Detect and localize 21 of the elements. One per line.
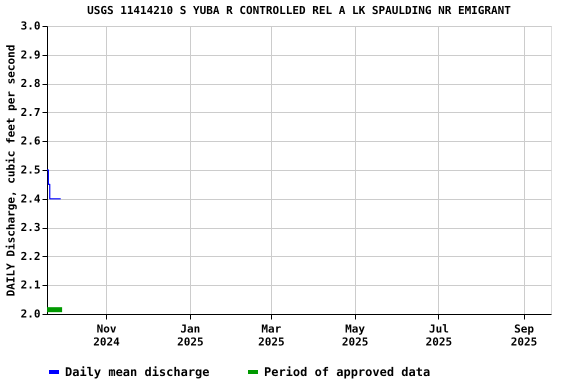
y-axis-title: DAILY Discharge, cubic feet per second: [4, 44, 18, 296]
y-tick-label: 2.6: [20, 134, 41, 148]
y-tick-label: 2.2: [20, 250, 40, 263]
legend-label: Period of approved data: [264, 365, 430, 379]
legend-label: Daily mean discharge: [65, 365, 210, 379]
x-tick-label: Jul 2025: [426, 322, 452, 348]
x-tick-label: Jan 2025: [177, 322, 204, 348]
y-tick-label: 2.5: [20, 164, 40, 176]
y-tick-label: 2.4: [20, 192, 41, 206]
x-tick-label: May 2025: [342, 322, 368, 348]
x-tick-label: Nov 2024: [93, 322, 120, 348]
x-tick-label: Mar 2025: [258, 322, 285, 348]
y-tick-label: 2.1: [20, 278, 41, 292]
x-tick-label: Sep 2025: [510, 322, 538, 348]
y-tick-label: 2.3: [20, 221, 40, 234]
y-tick-label: 2.7: [20, 106, 40, 119]
y-tick-label: 2.0: [20, 308, 40, 320]
y-tick-label: 2.8: [20, 77, 40, 90]
y-tick-label: 2.9: [20, 48, 40, 62]
chart-title: USGS 11414210 S YUBA R CONTROLLED REL A LK SPAULDING NR EMIGRANT: [87, 4, 512, 17]
y-tick-label: 3.0: [20, 20, 40, 32]
